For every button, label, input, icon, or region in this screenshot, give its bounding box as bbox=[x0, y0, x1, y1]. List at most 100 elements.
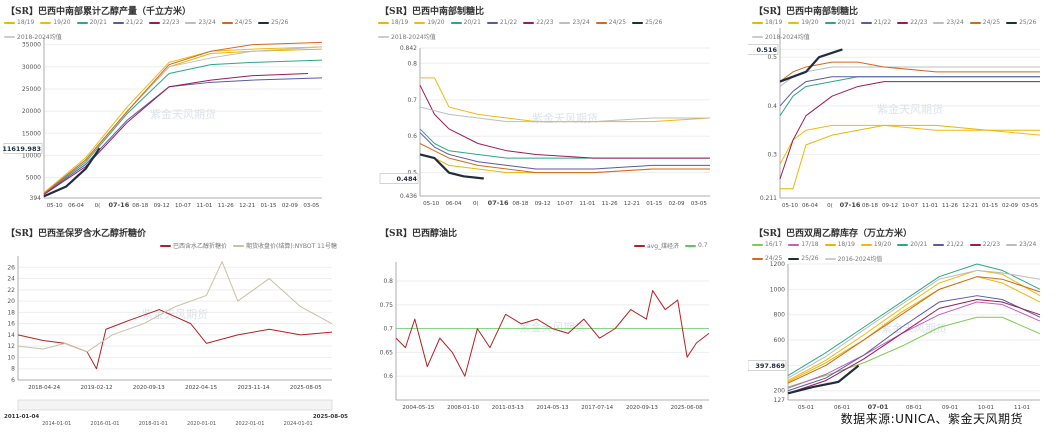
chart-plot: 0.211 0.3 0.4 0.50.516 05-10 06-04 0(07-1608-1… bbox=[748, 28, 1041, 209]
legend-item[interactable]: 23/24 bbox=[1006, 241, 1036, 248]
legend-item[interactable]: 2016-2024均值 bbox=[824, 254, 882, 263]
legend-item[interactable]: 20/21 bbox=[76, 19, 107, 26]
x-tick-label: 2025-08-05 bbox=[290, 385, 322, 391]
legend-label: 20/21 bbox=[910, 241, 928, 248]
x-tick-label: 08-18 bbox=[862, 203, 878, 209]
x-tick-label: 10-01 bbox=[978, 405, 994, 411]
legend-swatch bbox=[752, 35, 763, 38]
x-tick-label: 2023-11-14 bbox=[238, 385, 270, 391]
series-line-20-21 bbox=[43, 59, 323, 194]
x-tick-label: 2019-02-12 bbox=[81, 385, 113, 391]
legend-swatch bbox=[632, 21, 644, 24]
series-line-23-24 bbox=[787, 269, 1041, 379]
legend-swatch bbox=[523, 21, 535, 24]
legend-item[interactable]: 22/23 bbox=[149, 19, 179, 26]
y-tick-label: 25000 bbox=[22, 86, 41, 93]
chart-panel-sugar-mix: 【SR】巴西中南部制糖比 18/19 19/20 20/21 21/22 22/23 23… bbox=[374, 0, 724, 212]
legend-item[interactable]: 25/26 bbox=[1006, 19, 1036, 26]
legend-item[interactable]: 21/22 bbox=[112, 19, 143, 26]
x-tick-label: 02-09 bbox=[1002, 203, 1018, 209]
legend-item[interactable]: 25/26 bbox=[632, 19, 662, 26]
legend-item[interactable]: 24/25 bbox=[969, 19, 1001, 26]
y-tick-label: 30000 bbox=[22, 64, 41, 71]
highlight-label: 397.869 bbox=[755, 362, 785, 370]
watermark: 紫金天风期货 bbox=[532, 111, 598, 125]
y-tick-label: 24 bbox=[7, 276, 15, 283]
range-slider[interactable] bbox=[17, 399, 333, 411]
legend-item[interactable]: 20/21 bbox=[450, 19, 481, 26]
legend-item[interactable]: 22/23 bbox=[523, 19, 553, 26]
chart-plot: 6 8 10 12 14 16 18 20 22 24 26 2018-04-24 2019-02-12… bbox=[4, 256, 348, 427]
legend-label: 25/26 bbox=[645, 19, 663, 26]
chart-plot: 1272004006008001000120005-0106-0107-0108… bbox=[748, 261, 1041, 411]
legend-item[interactable]: 18/19 bbox=[378, 19, 408, 26]
legend-item[interactable]: 18/19 bbox=[4, 19, 34, 26]
legend-label: 17/18 bbox=[801, 241, 819, 248]
legend-item[interactable]: 20/21 bbox=[897, 241, 927, 248]
legend-item[interactable]: 24/25 bbox=[752, 254, 782, 263]
legend-item[interactable]: 20/21 bbox=[824, 19, 855, 26]
series-line-18-19 bbox=[780, 124, 1040, 190]
legend-swatch bbox=[788, 257, 800, 260]
legend-item[interactable]: 21/22 bbox=[486, 19, 517, 26]
legend-item[interactable]: 19/20 bbox=[788, 19, 819, 26]
legend-swatch bbox=[185, 21, 197, 24]
legend-item[interactable]: 24/25 bbox=[595, 19, 626, 26]
legend-swatch bbox=[933, 243, 945, 246]
legend-item[interactable]: 23/24 bbox=[559, 19, 590, 26]
legend-item[interactable]: 25/26 bbox=[258, 19, 288, 26]
legend-item[interactable]: 巴西含水乙醇折糖价 bbox=[160, 241, 227, 250]
legend-item[interactable]: 19/20 bbox=[860, 241, 892, 248]
range-tick-label: 2018-01-01 bbox=[139, 421, 168, 427]
series-line-21-22 bbox=[43, 77, 323, 195]
series-line-21-22 bbox=[419, 132, 710, 170]
legend-item[interactable]: 21/22 bbox=[860, 19, 891, 26]
highlight-label-box bbox=[379, 173, 419, 184]
legend-swatch bbox=[378, 35, 389, 38]
x-tick-label: 0( bbox=[95, 203, 101, 209]
legend-item[interactable]: 21/22 bbox=[933, 241, 964, 248]
legend-swatch bbox=[160, 244, 171, 247]
series-line-21-22 bbox=[787, 295, 1041, 392]
chart-panel-ethanol-stock: 【SR】巴西双周乙醇库存（万立方米） 16/17 17/18 18/19 19/20 2… bbox=[748, 222, 1057, 435]
y-tick-label: 20000 bbox=[22, 108, 41, 115]
legend-label: 19/20 bbox=[873, 241, 892, 248]
chart-title: 【SR】巴西双周乙醇库存（万立方米） bbox=[754, 229, 912, 239]
legend-item[interactable]: 19/20 bbox=[40, 19, 71, 26]
chart-legend: 18/19 19/20 20/21 21/22 22/23 23/24 24/25 25/26… bbox=[378, 19, 724, 41]
series-line-25-26 bbox=[43, 147, 101, 198]
legend-item[interactable]: 23/24 bbox=[185, 19, 216, 26]
watermark: 紫金天风期货 bbox=[877, 102, 943, 116]
series-line-22-23 bbox=[787, 298, 1041, 394]
legend-item[interactable]: 22/23 bbox=[897, 19, 927, 26]
legend-label: 23/24 bbox=[198, 19, 216, 26]
series-line-19-20 bbox=[420, 77, 711, 123]
chart-panel-ethanol-production: 【SR】巴西中南部累计乙醇产量（千立方米） 18/19 19/20 20/21 21/… bbox=[0, 0, 352, 212]
series-line-25-26 bbox=[419, 153, 484, 180]
legend-label: 24/25 bbox=[982, 19, 1001, 26]
y-tick-label: 600 bbox=[774, 337, 786, 344]
legend-item[interactable]: avg_煤经济 bbox=[634, 241, 679, 250]
legend-item[interactable]: 16/17 bbox=[752, 241, 782, 248]
legend-item[interactable]: 18/19 bbox=[824, 241, 855, 248]
legend-item[interactable]: 17/18 bbox=[788, 241, 819, 248]
legend-item[interactable]: 期货收盘价(结算):NYBOT 11号糖 bbox=[233, 241, 337, 250]
legend-item[interactable]: 2018-2024均值 bbox=[752, 32, 810, 41]
legend-swatch bbox=[933, 21, 945, 24]
legend-item[interactable]: 2018-2024均值 bbox=[4, 32, 62, 41]
legend-item[interactable]: 22/23 bbox=[969, 241, 1000, 248]
legend-item[interactable]: 24/25 bbox=[221, 19, 252, 26]
legend-label: 19/20 bbox=[427, 19, 445, 26]
y-tick-label: 14 bbox=[7, 332, 15, 339]
legend-item[interactable]: 19/20 bbox=[414, 19, 445, 26]
range-end-label: 2025-08-05 bbox=[313, 414, 348, 420]
x-tick-label: 2011-03-13 bbox=[492, 405, 524, 411]
legend-item[interactable]: 25/26 bbox=[788, 254, 819, 263]
legend-item[interactable]: 2018-2024均值 bbox=[378, 32, 436, 41]
y-tick-label: 26 bbox=[7, 264, 15, 271]
legend-item[interactable]: 0.7 bbox=[685, 241, 708, 250]
legend-label: 25/26 bbox=[1019, 19, 1037, 26]
legend-item[interactable]: 23/24 bbox=[933, 19, 964, 26]
chart-title: 【SR】巴西醇油比 bbox=[380, 229, 457, 239]
legend-item[interactable]: 18/19 bbox=[752, 19, 782, 26]
